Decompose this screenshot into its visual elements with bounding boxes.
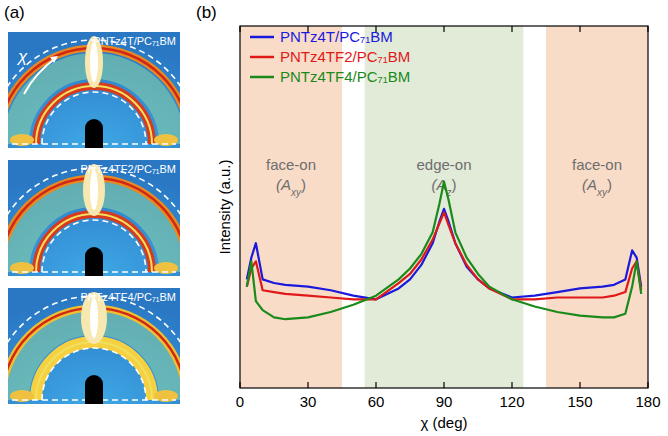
plot-frame [240,26,648,388]
image-background [8,32,180,148]
panel-label: (b) [196,3,217,22]
x-tick [579,382,580,388]
region-sublabel: (Axy) [582,176,612,198]
x-tick-label: 0 [236,393,244,410]
image-background [8,288,180,404]
x-tick-label: 60 [368,393,385,410]
x-tick-top [239,26,240,32]
x-tick [307,382,308,388]
series-line [247,182,641,320]
x-tick [375,382,376,388]
region-band [546,26,648,388]
region-label: edge-on [416,156,471,173]
regions [240,26,648,388]
x-axis-title: χ (deg) [420,414,467,431]
y-axis-title: Intensity (a.u.) [216,159,233,254]
panel-label: (a) [4,3,25,22]
figure: (a) (b) PNTz4T/PC₇₁BM χ PNTz4TF2/PC₇₁BM PNTz4… [0,0,668,436]
beam-stop [85,119,103,148]
region-label: face-on [266,156,316,173]
region-sublabel: (Axy) [276,176,306,198]
chi-arrowhead [50,56,58,63]
legend-swatch [250,56,274,59]
x-tick [647,382,648,388]
x-tick-label: 30 [300,393,317,410]
beam-stop [85,247,103,276]
region-sublabel-part: ) [301,176,306,193]
scattering-image [8,32,180,148]
x-tick-top [511,26,512,32]
x-tick-label: 150 [567,393,592,410]
image-label: PNTz4T/PC₇₁BM [93,35,176,47]
beam-stop [85,375,103,404]
region-sublabel-part: ) [452,176,457,193]
x-tick-label: 90 [436,393,453,410]
x-tick-label: 120 [499,393,524,410]
chi-label: χ [16,47,28,66]
chi-arrow [24,58,56,94]
x-tick [511,382,512,388]
legend-label: PNTz4TF2/PC₇₁BM [280,48,410,65]
x-tick-top [443,26,444,32]
series-line [247,209,641,300]
region-label: face-on [572,156,622,173]
image-label: PNTz4TF4/PC₇₁BM [80,291,176,303]
lines [247,182,641,320]
scattering-image [8,160,180,276]
legend-swatch [250,36,274,39]
scattering-image [8,288,180,404]
x-tick [239,382,240,388]
legend-label: PNTz4T/PC₇₁BM [280,28,393,45]
series-line [247,212,641,299]
image-label: PNTz4TF2/PC₇₁BM [80,163,176,175]
x-tick-top [579,26,580,32]
region-sublabel-part: ) [607,176,612,193]
region-sublabel-part: (A [582,176,597,193]
edge-on-streak [90,42,98,82]
x-tick-label: 180 [635,393,660,410]
edge-on-streak [90,298,98,338]
x-tick-top [647,26,648,32]
x-tick [443,382,444,388]
legend-label: PNTz4TF4/PC₇₁BM [280,68,410,85]
edge-on-streak [90,170,98,210]
region-sublabel-part: (A [276,176,291,193]
legend-swatch [250,76,274,79]
image-background [8,160,180,276]
